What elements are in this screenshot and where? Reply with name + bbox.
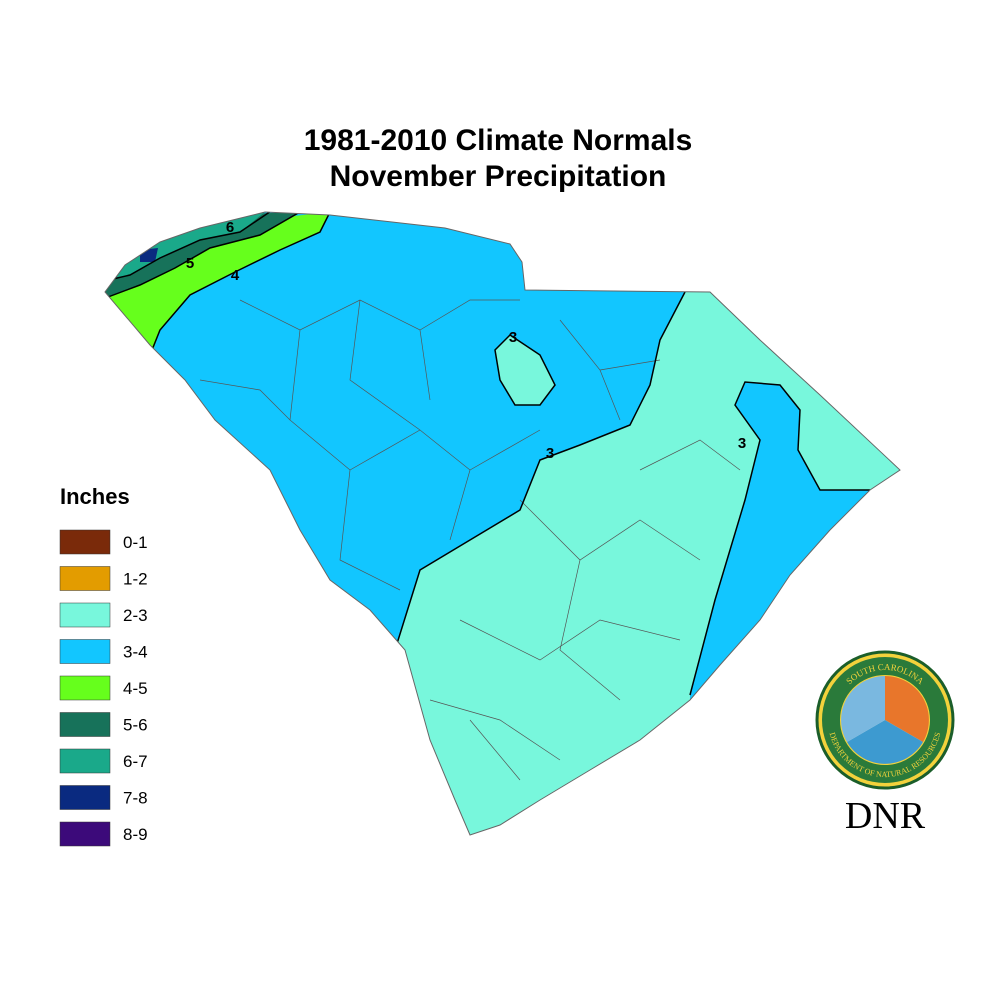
legend: 0-1 1-2 2-3 3-4 4-5 5-6 6-7 7-8 8-9 [59, 529, 148, 847]
legend-swatch [59, 602, 111, 628]
logo-segment [847, 720, 923, 764]
title: 1981-2010 Climate Normals [304, 124, 693, 157]
legend-swatch [59, 712, 111, 737]
logo-acronym: DNR [845, 795, 926, 837]
subtitle: November Precipitation [330, 160, 667, 193]
legend-swatch [59, 748, 111, 774]
legend-swatch [59, 821, 111, 847]
legend-label: 5-6 [123, 716, 148, 735]
logo-segment [841, 676, 885, 742]
legend-label: 0-1 [123, 533, 148, 552]
logo-segment [885, 676, 929, 742]
legend-swatch [59, 639, 111, 664]
contour-label: 3 [546, 445, 554, 462]
contour-label: 5 [186, 255, 194, 272]
legend-swatch [59, 675, 111, 701]
legend-swatch [59, 529, 111, 555]
legend-label: 3-4 [123, 643, 148, 662]
legend-title: Inches [60, 484, 130, 509]
state-outline [104, 211, 901, 836]
legend-swatch [59, 566, 111, 591]
contour-label: 4 [231, 267, 240, 284]
zone-2-3 [495, 335, 555, 405]
contour-label: 6 [226, 219, 234, 236]
legend-label: 4-5 [123, 679, 148, 698]
legend-swatch [59, 785, 111, 810]
county-lines [199, 299, 741, 781]
legend-label: 8-9 [123, 825, 148, 844]
legend-label: 6-7 [123, 752, 148, 771]
contour-label: 3 [738, 435, 746, 452]
contours [105, 212, 870, 696]
legend-label: 7-8 [123, 789, 148, 808]
contour-label: 3 [509, 329, 517, 346]
legend-label: 1-2 [123, 570, 148, 589]
logo: SOUTH CAROLINA DEPARTMENT OF NATURAL RES… [815, 650, 955, 837]
legend-label: 2-3 [123, 606, 148, 625]
